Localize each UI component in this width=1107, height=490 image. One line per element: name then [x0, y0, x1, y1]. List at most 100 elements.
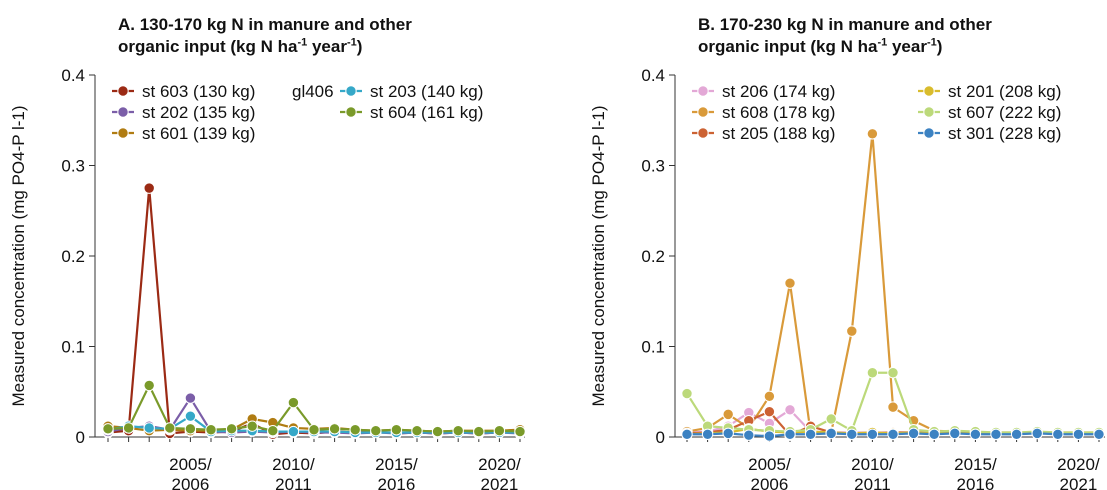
- panel-a-x-tick-label: 2020/: [478, 455, 521, 474]
- panel-b-data-point: [846, 325, 858, 337]
- panel-b-legend-marker: [923, 85, 935, 97]
- panel-a-data-point: [287, 425, 300, 438]
- panel-a-y-tick-label: 0.3: [61, 157, 85, 176]
- panel-b-y-axis-label: Measured concentration (mg PO4-P l-1): [589, 105, 608, 406]
- panel-b-data-point: [784, 404, 796, 416]
- panel-a-legend-label: st 202 (135 kg): [142, 103, 255, 122]
- panel-b-data-point: [763, 430, 776, 442]
- panel-b-data-point: [1072, 428, 1085, 440]
- panel-a-legend-label: st 601 (139 kg): [142, 124, 255, 143]
- panel-b-x-tick-label: 2021: [1059, 475, 1097, 490]
- panel-b-data-point: [681, 428, 693, 440]
- panel-b-x-tick-label: 2010/: [851, 455, 894, 474]
- panel-b-plot: 0 0.1 0.2 0.3 0.4 2005/2006 2010/2011 2015/2016…: [589, 66, 1105, 490]
- panel-b-legend-label: st 201 (208 kg): [948, 82, 1061, 101]
- panel-a-title-text: organic input (kg N ha: [118, 37, 298, 56]
- panel-b-y-tick-label: 0.4: [641, 66, 665, 85]
- panel-a-data-point: [184, 392, 197, 404]
- panel-a-title-end: ): [356, 37, 363, 56]
- panel-b-data-point: [784, 428, 796, 440]
- panel-a-x-tick-label: 2011: [275, 475, 312, 490]
- panel-b-data-point: [866, 128, 879, 140]
- panel-a-plot: 0 0.1 0.2 0.3 0.4 2005/2006 2010/2011 2015/2016…: [9, 66, 526, 490]
- panel-a-data-point: [225, 423, 238, 435]
- panel-b-data-point: [928, 428, 940, 440]
- panel-b-title-end: ): [936, 37, 943, 56]
- panel-a-title-mid: year: [307, 37, 347, 56]
- panel-a-legend-marker: [117, 106, 129, 118]
- panel-b-data-point: [825, 413, 837, 425]
- panel-b-data-point: [701, 428, 714, 440]
- panel-b-data-point: [887, 401, 899, 413]
- panel-b-data-point: [743, 429, 755, 441]
- panel-a-y-tick-label: 0: [76, 428, 85, 447]
- panel-b-legend-label: st 206 (174 kg): [722, 82, 835, 101]
- panel-b-title-sup1: -1: [877, 36, 888, 49]
- panel-b-data-point: [949, 427, 961, 440]
- panel-a-data-point: [349, 424, 361, 436]
- panel-b-y-tick-label: 0.3: [641, 157, 665, 176]
- panel-b-x-tick-label: 2016: [956, 475, 994, 490]
- panel-a-data-point: [184, 423, 197, 435]
- panel-b-title-text: organic input (kg N ha: [698, 37, 878, 56]
- panel-b-x-tick-label: 2015/: [954, 455, 997, 474]
- panel-b-y-tick-label: 0: [656, 428, 665, 447]
- panel-b-legend-label: st 607 (222 kg): [948, 103, 1061, 122]
- panel-b-data-point: [784, 277, 796, 289]
- panel-a-data-point: [473, 425, 485, 438]
- panel-b-legend-marker: [697, 106, 709, 118]
- panel-a-y-axis-label: Measured concentration (mg PO4-P l-1): [9, 105, 28, 406]
- panel-b-data-point: [866, 428, 879, 440]
- panel-a-x-tick-label: 2006: [171, 475, 209, 490]
- panel-a-title-sup2: -1: [346, 36, 357, 49]
- panel-a-legend-marker: [345, 85, 357, 97]
- panel-b-title: B. 170-230 kg N in manure and other orga…: [698, 14, 992, 58]
- panel-a-series-line: [107, 187, 520, 436]
- panel-b-title-mid: year: [887, 37, 927, 56]
- panel-b-title-sup2: -1: [926, 36, 937, 49]
- panel-a-title-sup1: -1: [297, 36, 308, 49]
- panel-b-x-tick-label: 2011: [854, 475, 891, 490]
- panel-a-data-point: [287, 396, 300, 409]
- panel-b-legend-label: st 301 (228 kg): [948, 124, 1061, 143]
- panel-b-title-line1: B. 170-230 kg N in manure and other: [698, 15, 992, 34]
- panel-a-legend-marker: [117, 85, 129, 97]
- panel-b-legend-marker: [923, 127, 935, 139]
- panel-a-data-point: [390, 424, 403, 436]
- panel-a-x-tick-label: 2010/: [272, 455, 315, 474]
- panel-a-data-point: [246, 420, 258, 432]
- panel-a-data-point: [184, 410, 197, 422]
- panel-a-legend-extra-label: gl406: [292, 82, 334, 101]
- panel-b-data-point: [722, 427, 734, 440]
- panel-a-x-tick-label: 2015/: [375, 455, 418, 474]
- panel-a-title: A. 130-170 kg N in manure and other orga…: [118, 14, 412, 58]
- panel-b-data-point: [990, 428, 1002, 440]
- panel-b-data-point: [722, 408, 734, 421]
- panel-a-legend-marker: [117, 127, 129, 139]
- panel-a-data-point: [308, 424, 320, 436]
- panel-b-legend-label: st 205 (188 kg): [722, 124, 835, 143]
- panel-b-x-tick-label: 2006: [750, 475, 788, 490]
- panel-b-data-point: [681, 387, 693, 400]
- panel-a-data-point: [143, 379, 155, 392]
- panel-a-data-point: [164, 422, 176, 434]
- panel-a-legend-marker: [345, 106, 357, 118]
- panel-a-data-point: [122, 422, 135, 434]
- panel-a-data-point: [452, 424, 464, 437]
- panel-b-data-point: [763, 405, 776, 418]
- panel-b-data-point: [846, 428, 858, 440]
- panel-a-y-tick-label: 0.1: [61, 338, 85, 357]
- panel-b-y-tick-label: 0.2: [641, 247, 665, 266]
- panel-a-data-point: [143, 182, 155, 194]
- panel-b-data-point: [763, 390, 776, 402]
- panel-a-data-point: [514, 425, 526, 438]
- panel-b-data-point: [1031, 427, 1043, 440]
- panel-a-y-tick-label: 0.4: [61, 66, 85, 85]
- panel-b-title-line2: organic input (kg N ha-1 year-1): [698, 36, 992, 58]
- panel-b-series-line: [686, 132, 1099, 434]
- panel-a-data-point: [267, 424, 279, 437]
- panel-b-data-point: [1093, 428, 1105, 440]
- panel-a-data-point: [431, 425, 444, 438]
- panel-a-title-line2: organic input (kg N ha-1 year-1): [118, 36, 412, 58]
